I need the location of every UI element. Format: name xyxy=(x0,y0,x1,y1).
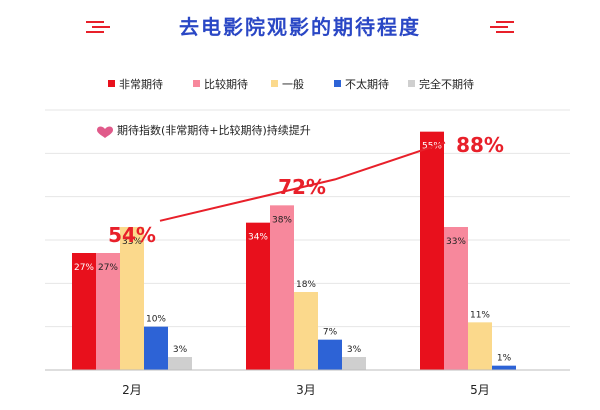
legend-label: 比较期待 xyxy=(204,77,248,91)
legend-item: 比较期待 xyxy=(193,77,248,91)
x-tick-label: 3月 xyxy=(296,383,316,397)
legend-label: 不太期待 xyxy=(345,77,389,91)
bar-value-label: 27% xyxy=(98,263,118,273)
legend-swatch xyxy=(334,80,341,87)
heart-icon xyxy=(97,126,113,138)
bar-value-label: 10% xyxy=(146,315,166,325)
bar xyxy=(246,222,270,370)
bar xyxy=(294,292,318,370)
bar xyxy=(492,365,516,370)
bar-value-label: 33% xyxy=(446,237,466,247)
legend-swatch xyxy=(108,80,115,87)
legend-label: 一般 xyxy=(282,78,304,91)
chart-title: 去电影院观影的期待程度 xyxy=(179,15,421,39)
bar-value-label: 33% xyxy=(122,237,142,247)
bar xyxy=(468,322,492,370)
legend-item: 一般 xyxy=(271,78,304,91)
trend-line xyxy=(159,141,446,222)
trend-line-group: 54% 72% 88% xyxy=(108,133,504,247)
bar xyxy=(444,227,468,370)
legend-swatch xyxy=(271,80,278,87)
bar xyxy=(342,357,366,370)
title-right-decoration xyxy=(490,21,514,33)
legend-label: 完全不期待 xyxy=(419,77,474,91)
legend: 非常期待 比较期待 一般 不太期待 完全不期待 xyxy=(108,77,474,91)
bar-value-label: 3% xyxy=(347,345,362,355)
bar-value-label: 38% xyxy=(272,215,292,225)
x-tick-label: 2月 xyxy=(122,383,142,397)
bar xyxy=(120,227,144,370)
bar xyxy=(72,253,96,370)
legend-swatch xyxy=(193,80,200,87)
trend-value-label: 88% xyxy=(456,133,504,157)
legend-swatch xyxy=(408,80,415,87)
bar xyxy=(144,326,168,370)
legend-item: 非常期待 xyxy=(108,77,163,91)
bar-value-label: 34% xyxy=(248,233,268,243)
bar-value-label: 3% xyxy=(173,345,188,355)
legend-label: 非常期待 xyxy=(119,77,163,91)
title-left-decoration xyxy=(86,21,110,33)
bar-value-label: 11% xyxy=(470,310,490,320)
bars xyxy=(72,131,516,370)
bar-value-label: 27% xyxy=(74,263,94,273)
trend-value-label: 54% xyxy=(108,223,156,247)
annotation-text: 期待指数(非常期待+比较期待)持续提升 xyxy=(117,123,311,137)
bar-value-label: 1% xyxy=(497,354,512,364)
bar xyxy=(420,131,444,370)
bar xyxy=(318,339,342,370)
bar xyxy=(168,357,192,370)
x-tick-labels: 2月 3月 5月 xyxy=(122,383,490,397)
trend-annotation: 期待指数(非常期待+比较期待)持续提升 54% 72% 88% xyxy=(97,123,504,247)
bar-value-label: 18% xyxy=(296,280,316,290)
bar xyxy=(96,253,120,370)
x-tick-label: 5月 xyxy=(470,383,490,397)
title-group: 去电影院观影的期待程度 xyxy=(86,15,514,39)
bar-value-label: 7% xyxy=(323,328,338,338)
legend-item: 完全不期待 xyxy=(408,77,474,91)
trend-value-label: 72% xyxy=(278,175,326,199)
bar xyxy=(270,205,294,370)
legend-item: 不太期待 xyxy=(334,77,389,91)
